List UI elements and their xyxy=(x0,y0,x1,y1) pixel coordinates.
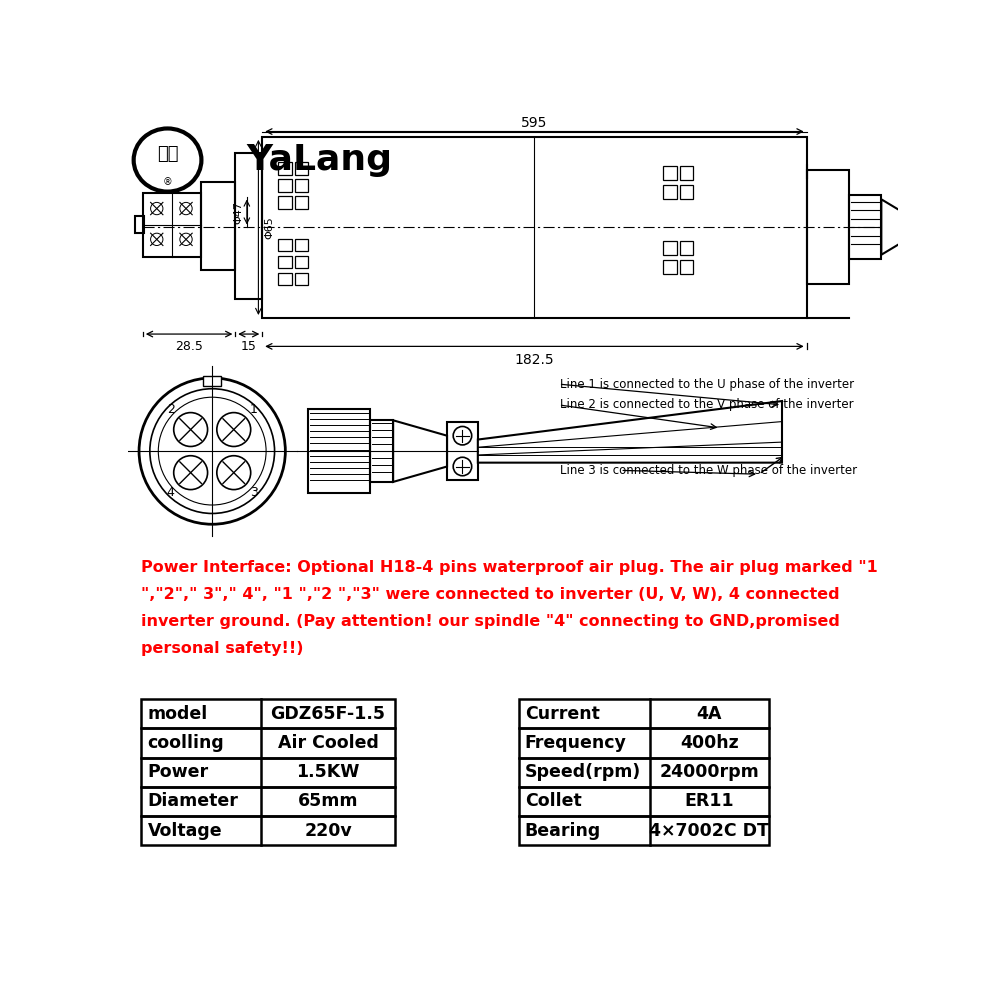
Bar xyxy=(203,376,221,386)
Bar xyxy=(295,162,308,175)
Text: ER11: ER11 xyxy=(684,792,734,810)
Text: Bearing: Bearing xyxy=(525,822,601,840)
Text: 595: 595 xyxy=(521,116,548,130)
Text: Φ47: Φ47 xyxy=(233,201,243,224)
Text: Diameter: Diameter xyxy=(148,792,238,810)
Bar xyxy=(141,728,395,758)
Text: Power Interface: Optional H18-4 pins waterproof air plug. The air plug marked "1: Power Interface: Optional H18-4 pins wat… xyxy=(141,560,878,575)
Bar xyxy=(308,409,370,493)
Text: 3: 3 xyxy=(250,486,258,499)
Bar xyxy=(663,260,677,274)
Text: 15: 15 xyxy=(240,340,256,353)
Bar xyxy=(262,137,807,318)
Text: 4A: 4A xyxy=(696,705,722,723)
Text: 4: 4 xyxy=(167,486,175,499)
Bar xyxy=(278,239,292,251)
Text: Speed(rpm): Speed(rpm) xyxy=(525,763,641,781)
Text: 1: 1 xyxy=(250,403,258,416)
Polygon shape xyxy=(478,401,782,463)
Text: Voltage: Voltage xyxy=(148,822,222,840)
Bar xyxy=(519,787,769,816)
Text: Air Cooled: Air Cooled xyxy=(278,734,379,752)
Bar xyxy=(235,153,262,299)
Text: Line 2 is connected to the V phase of the inverter: Line 2 is connected to the V phase of th… xyxy=(560,398,854,411)
Text: 400hz: 400hz xyxy=(680,734,739,752)
Bar xyxy=(849,195,881,259)
Text: 24000rpm: 24000rpm xyxy=(659,763,759,781)
Text: Power: Power xyxy=(148,763,209,781)
Bar xyxy=(663,185,677,199)
Text: 65mm: 65mm xyxy=(298,792,358,810)
Bar xyxy=(663,166,677,180)
Bar xyxy=(370,420,393,482)
Text: 4×7002C DT: 4×7002C DT xyxy=(649,822,769,840)
Bar xyxy=(135,216,144,233)
Bar xyxy=(519,758,769,787)
Bar xyxy=(141,758,395,787)
Text: GDZ65F-1.5: GDZ65F-1.5 xyxy=(271,705,386,723)
Text: Frequency: Frequency xyxy=(525,734,627,752)
Bar xyxy=(295,179,308,192)
Bar xyxy=(519,699,769,728)
Bar xyxy=(519,816,769,845)
Text: ®: ® xyxy=(163,177,172,187)
Text: 亚琶: 亚琶 xyxy=(157,145,178,163)
Text: Line 3 is connected to the W phase of the inverter: Line 3 is connected to the W phase of th… xyxy=(560,464,857,477)
Bar xyxy=(295,273,308,285)
Bar xyxy=(447,422,478,480)
Bar xyxy=(141,699,395,728)
Bar xyxy=(278,179,292,192)
Text: Current: Current xyxy=(525,705,600,723)
Text: 1.5KW: 1.5KW xyxy=(296,763,360,781)
Bar xyxy=(141,816,395,845)
Text: Collet: Collet xyxy=(525,792,582,810)
Bar xyxy=(295,196,308,209)
Text: 182.5: 182.5 xyxy=(514,353,554,367)
Bar xyxy=(295,239,308,251)
Bar xyxy=(278,256,292,268)
Text: ","2"," 3"," 4", "1 ","2 ","3" were connected to inverter (U, V, W), 4 connected: ","2"," 3"," 4", "1 ","2 ","3" were conn… xyxy=(141,587,840,602)
Text: Line 1 is connected to the U phase of the inverter: Line 1 is connected to the U phase of th… xyxy=(560,378,854,391)
Bar xyxy=(278,273,292,285)
Text: inverter ground. (Pay attention! our spindle "4" connecting to GND,promised: inverter ground. (Pay attention! our spi… xyxy=(141,614,840,629)
Bar xyxy=(295,256,308,268)
Text: 2: 2 xyxy=(167,403,175,416)
Bar xyxy=(663,241,677,255)
Bar xyxy=(680,166,693,180)
Text: Φ65: Φ65 xyxy=(265,216,275,239)
Text: model: model xyxy=(148,705,208,723)
Bar xyxy=(143,193,201,257)
Text: 220v: 220v xyxy=(304,822,352,840)
Bar xyxy=(201,182,235,270)
Text: YaLang: YaLang xyxy=(247,143,393,177)
Bar xyxy=(680,185,693,199)
Bar xyxy=(278,196,292,209)
Text: 28.5: 28.5 xyxy=(175,340,203,353)
Text: personal safety!!): personal safety!!) xyxy=(141,641,304,656)
Bar xyxy=(807,170,849,284)
Bar xyxy=(680,260,693,274)
Bar xyxy=(680,241,693,255)
Bar xyxy=(141,787,395,816)
Text: coolling: coolling xyxy=(148,734,224,752)
Polygon shape xyxy=(393,420,447,482)
Bar xyxy=(519,728,769,758)
Bar xyxy=(278,162,292,175)
